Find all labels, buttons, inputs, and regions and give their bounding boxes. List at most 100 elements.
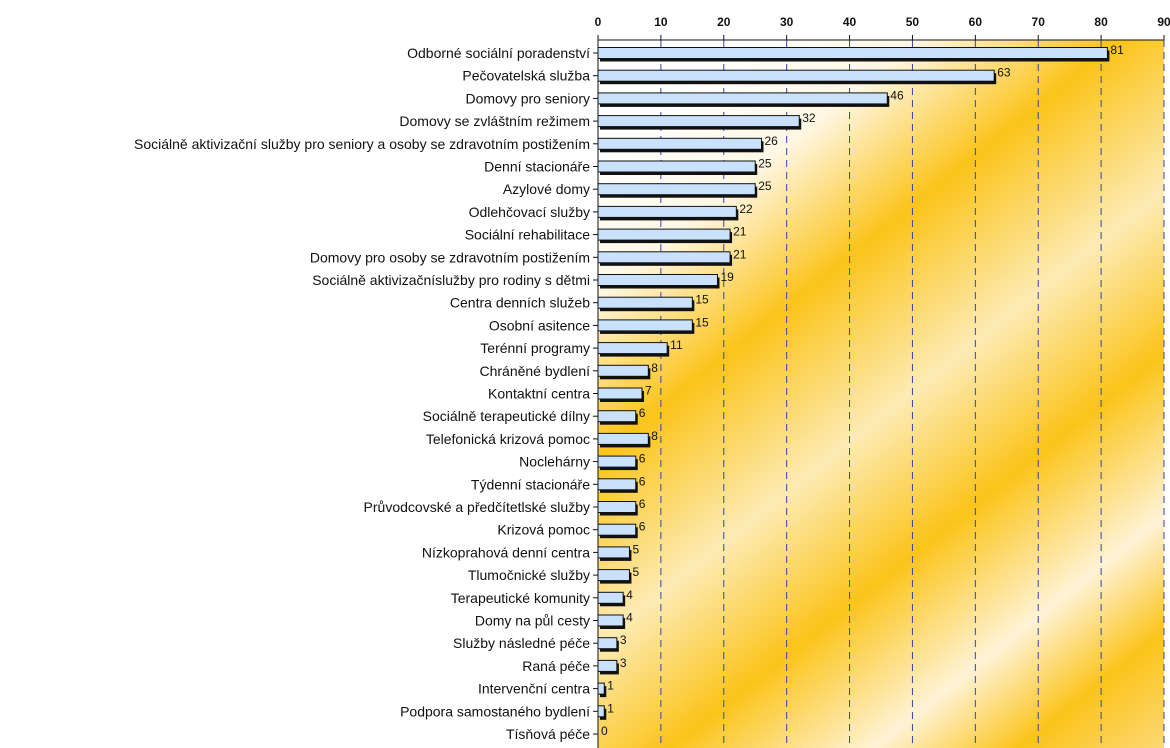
- gridlines: [660, 40, 1165, 748]
- x-tick-label: 0: [595, 15, 602, 29]
- data-label: 7: [645, 384, 652, 398]
- category-label: Raná péče: [522, 658, 590, 674]
- data-label: 25: [758, 179, 772, 193]
- data-label: 0: [601, 724, 608, 738]
- data-label: 63: [997, 66, 1011, 80]
- data-label: 8: [651, 429, 658, 443]
- data-label: 25: [758, 157, 772, 171]
- data-label: 6: [639, 474, 646, 488]
- category-label: Kontaktní centra: [488, 386, 590, 402]
- x-tick-label: 50: [906, 15, 920, 29]
- bar: [597, 523, 637, 536]
- category-label: Nízkoprahová denní centra: [422, 544, 590, 560]
- data-label: 8: [651, 361, 658, 375]
- category-label: Osobní asitence: [489, 317, 590, 333]
- category-label: Podpora samostaného bydlení: [400, 703, 590, 719]
- bar: [597, 546, 630, 559]
- data-label: 21: [733, 247, 747, 261]
- bar: [597, 705, 605, 718]
- data-label: 6: [639, 520, 646, 534]
- data-label: 3: [620, 633, 627, 647]
- bar: [597, 47, 1108, 59]
- category-label: Domy na půl cesty: [475, 613, 590, 629]
- bar: [597, 342, 668, 355]
- data-label: 32: [802, 111, 816, 125]
- x-tick-label: 40: [843, 15, 857, 29]
- x-axis: 0 10 20 30 40 50 60 70 80 90: [593, 15, 1170, 748]
- category-label: Odlehčovací služby: [469, 204, 590, 220]
- data-label: 3: [620, 656, 627, 670]
- data-label: 4: [626, 611, 633, 625]
- category-label: Noclehárny: [519, 454, 590, 470]
- bar: [597, 591, 624, 604]
- data-label: 5: [632, 542, 639, 556]
- category-label: Telefonická krizová pomoc: [426, 431, 590, 447]
- bar: [597, 364, 649, 377]
- x-tick-label: 10: [654, 15, 668, 29]
- x-tick-label: 80: [1094, 15, 1108, 29]
- data-label: 19: [720, 270, 734, 284]
- data-label: 6: [639, 452, 646, 466]
- category-label: Sociální rehabilitace: [465, 227, 591, 243]
- category-label: Sociálně terapeutické dílny: [423, 408, 590, 424]
- data-label: 5: [632, 565, 639, 579]
- bar: [597, 387, 643, 400]
- category-label: Terénní programy: [480, 340, 590, 356]
- x-tick-label: 90: [1157, 15, 1170, 29]
- bar: [597, 614, 624, 627]
- category-labels: Odborné sociální poradenství Pečovatelská…: [134, 45, 590, 742]
- category-label: Chráněné bydlení: [479, 363, 590, 379]
- data-label: 6: [639, 497, 646, 511]
- bar: [597, 228, 731, 241]
- bar: [597, 659, 618, 672]
- bar: [597, 455, 637, 468]
- data-label: 6: [639, 406, 646, 420]
- category-label: Azylové domy: [503, 181, 590, 197]
- category-label: Domovy pro seniory: [466, 90, 591, 106]
- bar: [597, 274, 718, 286]
- data-label: 11: [670, 338, 683, 352]
- bar: [597, 160, 756, 173]
- bar: [597, 637, 618, 650]
- data-label: 1: [607, 701, 614, 715]
- category-label: Sociálně aktivizační služby pro seniory …: [134, 136, 590, 152]
- bar: [597, 92, 888, 105]
- bar: [597, 478, 637, 491]
- category-label: Služby následné péče: [453, 635, 590, 651]
- bar: [597, 183, 756, 196]
- category-label: Intervenční centra: [478, 681, 590, 697]
- data-label: 22: [739, 202, 753, 216]
- bar: [597, 69, 995, 82]
- category-label: Centra denních služeb: [450, 295, 590, 311]
- data-label: 4: [626, 588, 633, 602]
- category-label: Domovy se zvláštním režimem: [399, 113, 590, 129]
- bar: [597, 137, 763, 150]
- category-label: Průvodcovské a předčítetlské služby: [364, 499, 590, 515]
- category-label: Denní stacionáře: [484, 159, 590, 175]
- bar: [597, 319, 693, 332]
- data-label: 21: [733, 225, 747, 239]
- category-label: Tlumočnické služby: [468, 567, 590, 583]
- category-label: Domovy pro osoby se zdravotním postižení…: [310, 249, 590, 265]
- x-tick-label: 60: [969, 15, 983, 29]
- category-label: Sociálně aktivizačníslužby pro rodiny s …: [312, 272, 590, 288]
- data-label: 15: [695, 315, 709, 329]
- bar: [597, 682, 605, 695]
- data-label: 15: [695, 293, 709, 307]
- bar: [597, 432, 649, 445]
- bar: [597, 205, 737, 218]
- data-label: 26: [765, 134, 779, 148]
- bar: [597, 115, 800, 128]
- category-label: Krizová pomoc: [497, 522, 590, 538]
- bar: [597, 501, 637, 513]
- x-tick-label: 70: [1032, 15, 1046, 29]
- bar: [597, 251, 731, 264]
- category-label: Pečovatelská služba: [462, 68, 590, 84]
- category-label: Tísňová péče: [506, 726, 590, 742]
- x-tick-label: 30: [780, 15, 794, 29]
- category-label: Odborné sociální poradenství: [407, 45, 590, 61]
- category-label: Terapeutické komunity: [451, 590, 590, 606]
- bar: [597, 296, 693, 309]
- bars: 8163463226252522212119151511876866665544…: [597, 43, 1124, 738]
